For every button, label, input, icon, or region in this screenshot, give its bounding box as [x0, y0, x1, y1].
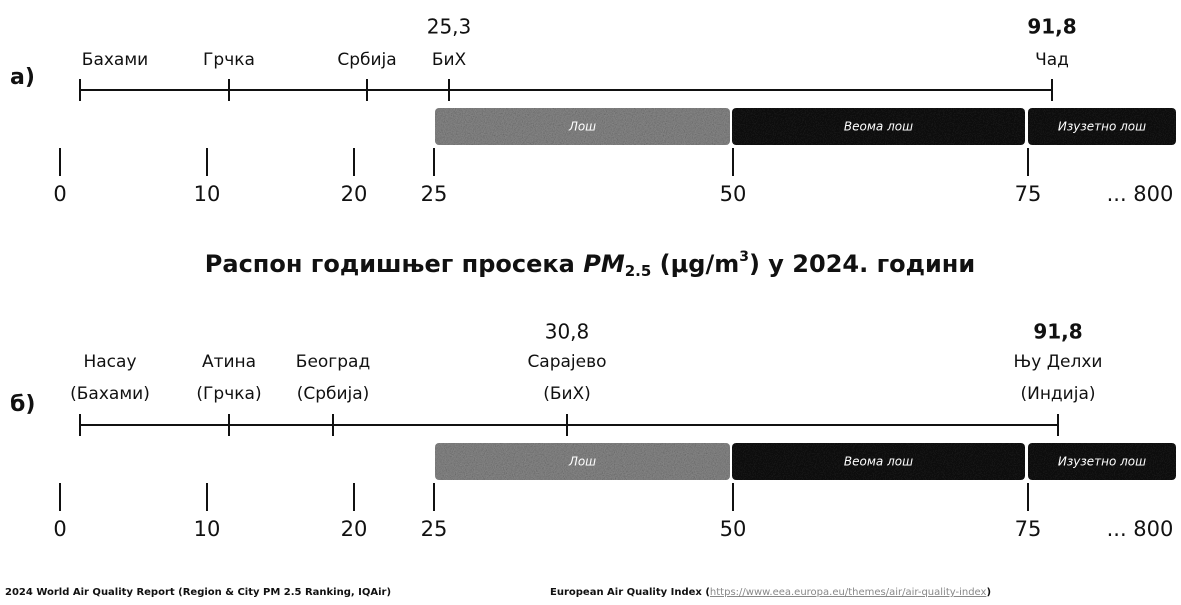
marker-name: Атина	[202, 352, 256, 372]
marker-country: (Грчка)	[196, 384, 261, 404]
marker-value: 91,8	[1027, 15, 1076, 39]
scale-label: 50	[720, 182, 747, 206]
marker-name: Грчка	[203, 50, 255, 70]
scale-label: 75	[1015, 182, 1042, 206]
scale-label: 0	[53, 182, 66, 206]
marker-value: 25,3	[427, 15, 472, 39]
band-label: Веома лош	[844, 455, 913, 469]
band	[1028, 443, 1176, 480]
band-label: Веома лош	[844, 120, 913, 134]
band	[732, 108, 1025, 145]
panel-label: а)	[10, 65, 35, 90]
band	[435, 443, 730, 480]
footer-index: European Air Quality Index (https://www.…	[550, 587, 991, 598]
marker-country: (Индија)	[1020, 384, 1095, 404]
panel-label: б)	[10, 392, 35, 417]
scale-label: ... 800	[1107, 182, 1174, 206]
marker-country: (Србија)	[297, 384, 370, 404]
scale-label: 75	[1015, 517, 1042, 541]
band	[1028, 108, 1176, 145]
marker-value: 30,8	[545, 320, 590, 344]
scale-label: 20	[341, 517, 368, 541]
band-label: Лош	[568, 120, 596, 134]
band-label: Изузетно лош	[1058, 120, 1146, 134]
band	[732, 443, 1025, 480]
scale-label: 50	[720, 517, 747, 541]
marker-name: Сарајево	[527, 352, 606, 372]
band-label: Изузетно лош	[1058, 455, 1146, 469]
scale-label: 25	[421, 517, 448, 541]
marker-country: (БиХ)	[543, 384, 591, 404]
marker-name: Србија	[337, 50, 396, 70]
title: Распон годишњег просека PM2.5 (μg/m3) у …	[205, 249, 975, 280]
marker-name: Бахами	[82, 50, 148, 70]
marker-name: БиХ	[432, 50, 467, 70]
marker-name: Чад	[1035, 50, 1069, 70]
scale-label: 25	[421, 182, 448, 206]
marker-name: Њу Делхи	[1014, 352, 1103, 372]
scale-label: ... 800	[1107, 517, 1174, 541]
scale-label: 20	[341, 182, 368, 206]
marker-name: Насау	[83, 352, 136, 372]
marker-country: (Бахами)	[70, 384, 150, 404]
footer-source: 2024 World Air Quality Report (Region & …	[5, 587, 391, 598]
scale-label: 10	[194, 517, 221, 541]
scale-label: 10	[194, 182, 221, 206]
band	[435, 108, 730, 145]
scale-label: 0	[53, 517, 66, 541]
marker-name: Београд	[296, 352, 370, 372]
marker-value: 91,8	[1033, 320, 1082, 344]
band-label: Лош	[568, 455, 596, 469]
